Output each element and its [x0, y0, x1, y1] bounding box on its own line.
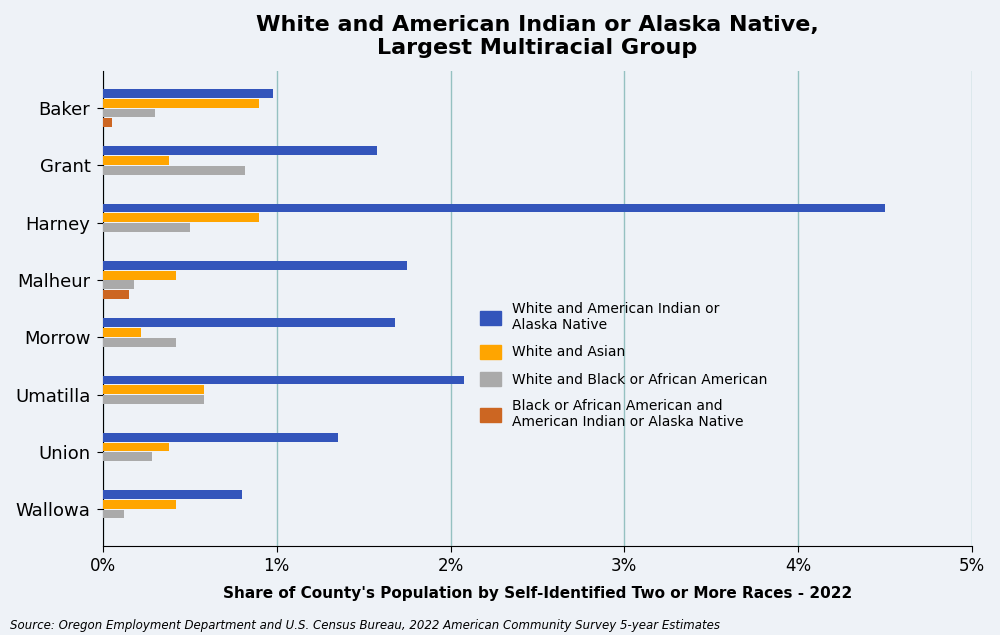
Bar — [103, 118, 112, 127]
X-axis label: Share of County's Population by Self-Identified Two or More Races - 2022: Share of County's Population by Self-Ide… — [223, 586, 852, 601]
Bar — [103, 452, 152, 461]
Bar — [103, 328, 141, 337]
Bar — [103, 109, 155, 117]
Bar — [103, 510, 124, 518]
Bar — [103, 147, 377, 155]
Bar — [103, 213, 259, 222]
Text: Source: Oregon Employment Department and U.S. Census Bureau, 2022 American Commu: Source: Oregon Employment Department and… — [10, 619, 720, 632]
Bar — [103, 395, 204, 404]
Bar — [103, 89, 273, 98]
Bar — [103, 500, 176, 509]
Bar — [103, 156, 169, 165]
Bar — [103, 166, 245, 175]
Bar — [103, 385, 204, 394]
Bar — [103, 204, 885, 213]
Title: White and American Indian or Alaska Native,
Largest Multiracial Group: White and American Indian or Alaska Nati… — [256, 15, 819, 58]
Bar — [103, 281, 134, 290]
Bar — [103, 443, 169, 451]
Bar — [103, 261, 407, 270]
Bar — [103, 490, 242, 499]
Bar — [103, 338, 176, 347]
Legend: White and American Indian or
Alaska Native, White and Asian, White and Black or : White and American Indian or Alaska Nati… — [475, 297, 773, 435]
Bar — [103, 271, 176, 279]
Bar — [103, 99, 259, 107]
Bar — [103, 290, 129, 299]
Bar — [103, 318, 395, 327]
Bar — [103, 375, 464, 384]
Bar — [103, 223, 190, 232]
Bar — [103, 433, 338, 442]
